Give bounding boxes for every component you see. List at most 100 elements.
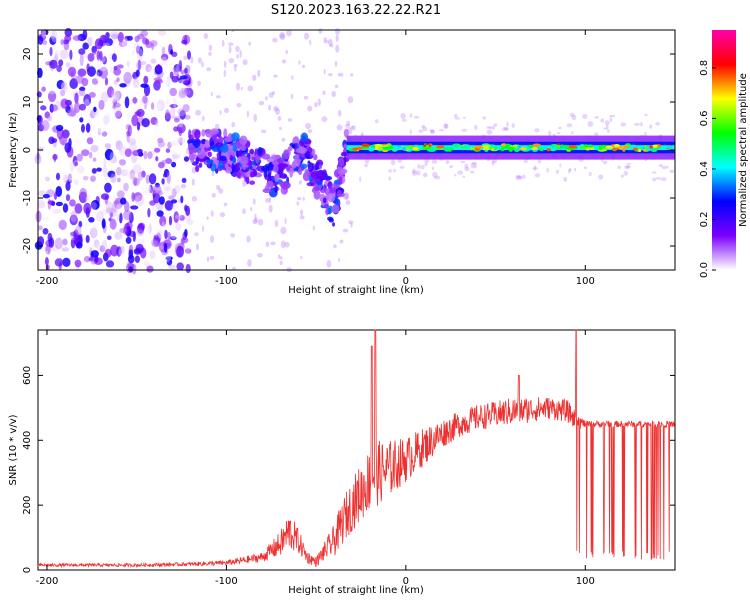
y-tick-label: -10 <box>22 190 33 206</box>
noise-blob <box>97 128 102 136</box>
noise-blob <box>284 241 290 248</box>
noise-blob <box>219 110 222 115</box>
noise-blob <box>429 129 434 132</box>
noise-blob <box>242 59 248 66</box>
signal-blob <box>332 222 335 227</box>
y-tick-label: 200 <box>22 496 33 515</box>
noise-blob <box>133 136 140 147</box>
noise-blob <box>252 198 256 205</box>
noise-blob <box>179 75 188 80</box>
signal-blob <box>244 177 250 183</box>
noise-blob <box>184 204 188 212</box>
y-tick-label: 0 <box>22 567 33 573</box>
noise-blob <box>48 88 56 95</box>
noise-blob <box>658 164 663 168</box>
signal-blob <box>195 164 200 173</box>
noise-blob <box>201 61 205 68</box>
noise-blob <box>271 91 275 95</box>
noise-blob <box>113 105 122 118</box>
noise-blob <box>96 167 102 172</box>
noise-blob <box>413 115 420 119</box>
noise-blob <box>184 114 191 120</box>
noise-blob <box>474 125 478 130</box>
noise-blob <box>116 209 120 222</box>
noise-blob <box>335 34 339 42</box>
signal-peak <box>444 148 450 152</box>
noise-blob <box>48 237 55 248</box>
noise-blob <box>268 104 272 111</box>
noise-blob <box>104 148 114 161</box>
noise-blob <box>99 245 106 253</box>
noise-blob <box>180 195 184 204</box>
noise-blob <box>171 151 178 161</box>
noise-blob <box>275 107 280 115</box>
noise-blob <box>90 201 97 210</box>
noise-blob <box>137 33 144 40</box>
noise-blob <box>171 154 181 159</box>
noise-blob <box>346 120 351 127</box>
noise-blob <box>594 116 599 119</box>
noise-blob <box>233 63 238 68</box>
noise-blob <box>104 143 111 149</box>
noise-blob <box>219 212 226 218</box>
noise-blob <box>140 83 148 88</box>
noise-blob <box>55 172 61 181</box>
noise-blob <box>296 201 300 206</box>
signal-blob <box>343 128 349 138</box>
noise-blob <box>420 164 425 170</box>
noise-blob <box>37 35 44 45</box>
signal-peak <box>421 146 430 150</box>
noise-blob <box>116 166 122 176</box>
noise-blob <box>165 158 173 164</box>
noise-blob <box>443 123 448 129</box>
noise-blob <box>228 57 235 64</box>
noise-blob <box>152 184 162 195</box>
noise-blob <box>132 177 140 187</box>
signal-blob <box>188 144 196 154</box>
noise-blob <box>186 218 194 226</box>
noise-blob <box>230 233 236 238</box>
noise-blob <box>555 169 560 174</box>
noise-blob <box>103 157 107 167</box>
noise-blob <box>303 32 310 40</box>
noise-blob <box>191 178 195 186</box>
noise-blob <box>215 185 221 190</box>
signal-blob <box>287 146 293 152</box>
noise-blob <box>655 122 660 126</box>
noise-blob <box>277 115 282 121</box>
noise-blob <box>68 178 75 183</box>
noise-blob <box>101 131 108 137</box>
colorbar-tick-label: 0.6 <box>699 110 710 126</box>
signal-peak <box>500 148 505 152</box>
noise-blob <box>157 230 163 239</box>
noise-blob <box>42 80 48 85</box>
noise-blob <box>190 56 194 64</box>
noise-blob <box>180 184 186 189</box>
signal-peak <box>531 147 538 151</box>
noise-blob <box>421 124 426 129</box>
noise-blob <box>171 204 178 210</box>
noise-blob <box>112 94 120 104</box>
noise-blob <box>210 91 213 97</box>
noise-blob <box>167 231 171 240</box>
noise-blob <box>55 186 63 197</box>
noise-blob <box>74 203 83 214</box>
noise-blob <box>162 173 168 178</box>
noise-blob <box>143 75 149 85</box>
noise-blob <box>168 264 176 270</box>
noise-blob <box>135 243 144 253</box>
noise-blob <box>342 228 349 233</box>
noise-blob <box>73 179 79 186</box>
noise-blob <box>334 28 341 35</box>
noise-blob <box>178 90 186 99</box>
noise-blob <box>95 58 102 69</box>
noise-blob <box>134 111 142 116</box>
noise-blob <box>655 177 662 180</box>
noise-blob <box>559 163 562 168</box>
colorbar-tick-label: 0.2 <box>699 212 710 228</box>
noise-blob <box>344 192 350 200</box>
x-tick-label: 100 <box>576 276 595 287</box>
noise-blob <box>424 161 428 167</box>
noise-blob <box>240 86 243 91</box>
noise-blob <box>126 35 133 41</box>
